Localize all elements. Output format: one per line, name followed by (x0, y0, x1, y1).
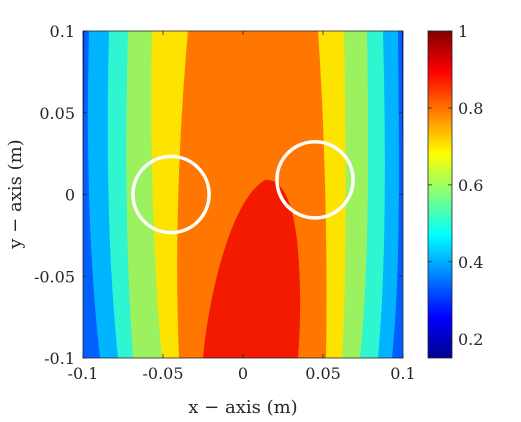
colorbar-tick-label: 1 (458, 22, 468, 41)
marker-layer (131, 139, 355, 235)
y-axis-label: y − axis (m) (5, 139, 26, 249)
y-tick-label: 0 (65, 186, 75, 205)
y-tick-label: 0.05 (39, 104, 75, 123)
x-tick-label: -0.05 (142, 364, 183, 383)
colorbar (427, 30, 453, 359)
colorbar-ticks: 1 0.8 0.6 0.4 0.2 (428, 22, 483, 349)
y-tick-label: -0.1 (44, 349, 75, 368)
colorbar-tick-label: 0.2 (458, 330, 483, 349)
x-tick-label: 0.1 (390, 364, 415, 383)
colorbar-tick-label: 0.4 (458, 253, 483, 272)
x-axis-ticks: -0.1 -0.05 0 0.05 0.1 (68, 31, 416, 383)
contour-plot-area (83, 31, 403, 358)
highlight-circle-1 (131, 154, 211, 235)
x-tick-label: 0 (238, 364, 248, 383)
x-tick-label: 0.05 (305, 364, 341, 383)
y-axis-ticks: 0.1 0.05 0 -0.05 -0.1 (34, 22, 403, 368)
contour-band-7 (203, 179, 301, 358)
colorbar-tick-label: 0.8 (458, 99, 483, 118)
x-axis-label: x − axis (m) (188, 397, 297, 418)
y-tick-label: 0.1 (50, 22, 75, 41)
colorbar-tick-label: 0.6 (458, 176, 483, 195)
x-tick-label: -0.1 (68, 364, 99, 383)
highlight-circle-2 (275, 139, 355, 220)
y-tick-label: -0.05 (34, 267, 75, 286)
